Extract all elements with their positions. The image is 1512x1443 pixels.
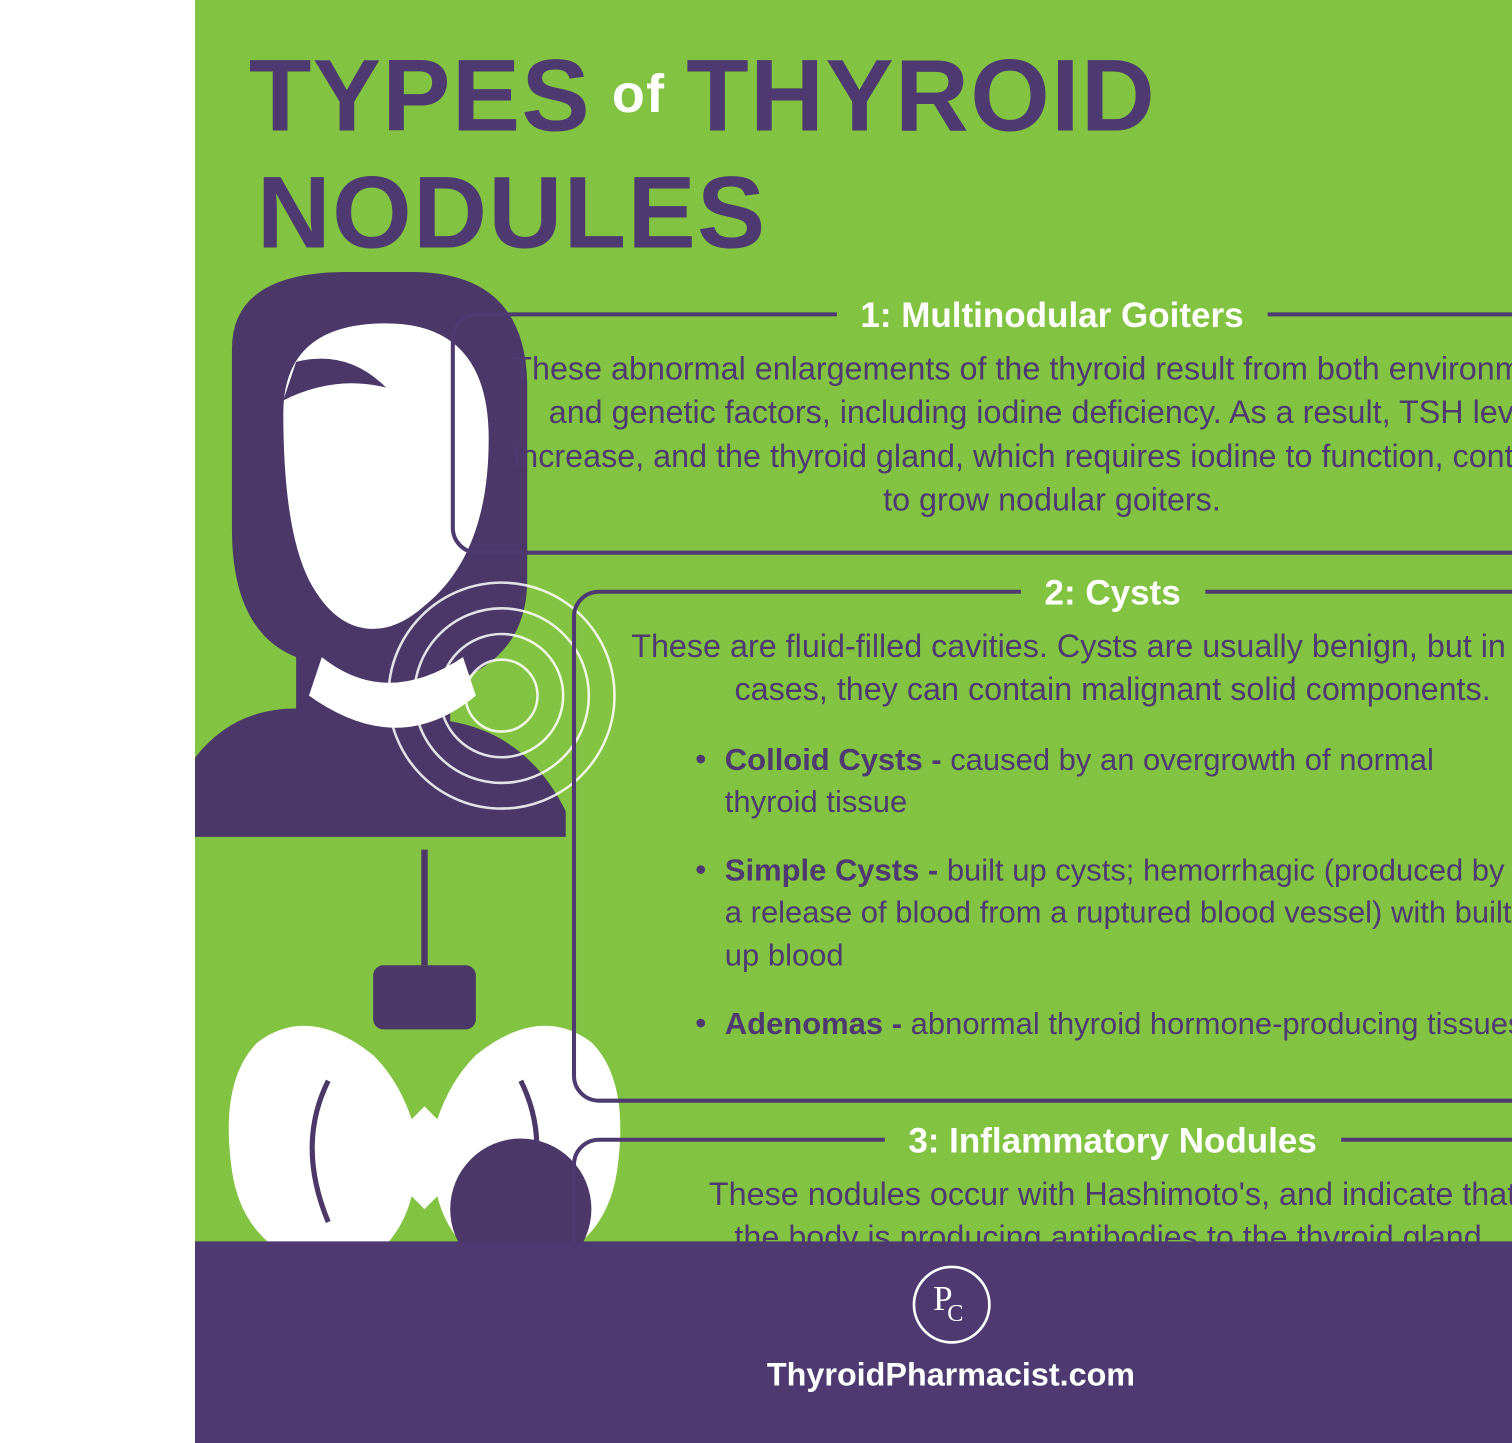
list-item: Colloid Cysts - caused by an overgrowth … <box>695 740 1512 824</box>
section-cysts: 2: Cysts These are fluid-filled cavities… <box>571 589 1512 1102</box>
title-word-nodules: NODULES <box>256 156 766 270</box>
section-3-legend: 3: Inflammatory Nodules <box>884 1120 1341 1162</box>
section-multinodular-goiters: 1: Multinodular Goiters These abnormal e… <box>450 312 1512 554</box>
cysts-list: Colloid Cysts - caused by an overgrowth … <box>695 740 1512 1045</box>
title-word-types: TYPES <box>248 39 590 153</box>
section-1-legend: 1: Multinodular Goiters <box>836 295 1268 337</box>
footer-logo-text: PC <box>933 1287 969 1322</box>
list-item-label: Adenomas - <box>724 1005 910 1040</box>
footer: PC ThyroidPharmacist.com <box>195 1241 1512 1443</box>
list-item-label: Colloid Cysts - <box>724 742 949 777</box>
infographic-root: TYPES of THYROID NODULES <box>195 0 1512 1443</box>
footer-logo-icon: PC <box>911 1266 989 1344</box>
section-2-legend: 2: Cysts <box>1020 572 1205 614</box>
section-2-body: These are fluid-filled cavities. Cysts a… <box>616 617 1512 712</box>
footer-site-text: ThyroidPharmacist.com <box>195 1357 1512 1395</box>
content-area: 1: Multinodular Goiters These abnormal e… <box>195 272 1512 1292</box>
list-item-label: Simple Cysts - <box>724 853 946 888</box>
title-word-thyroid: THYROID <box>686 39 1156 153</box>
title-area: TYPES of THYROID NODULES <box>195 0 1512 272</box>
infographic-title: TYPES of THYROID NODULES <box>248 38 1512 272</box>
list-item: Adenomas - abnormal thyroid hormone-prod… <box>695 1002 1512 1044</box>
list-item-text: abnormal thyroid hormone-producing tissu… <box>910 1005 1512 1040</box>
section-1-body: These abnormal enlargements of the thyro… <box>495 341 1512 524</box>
title-word-of: of <box>611 65 665 124</box>
list-item: Simple Cysts - built up cysts; hemorrhag… <box>695 850 1512 975</box>
